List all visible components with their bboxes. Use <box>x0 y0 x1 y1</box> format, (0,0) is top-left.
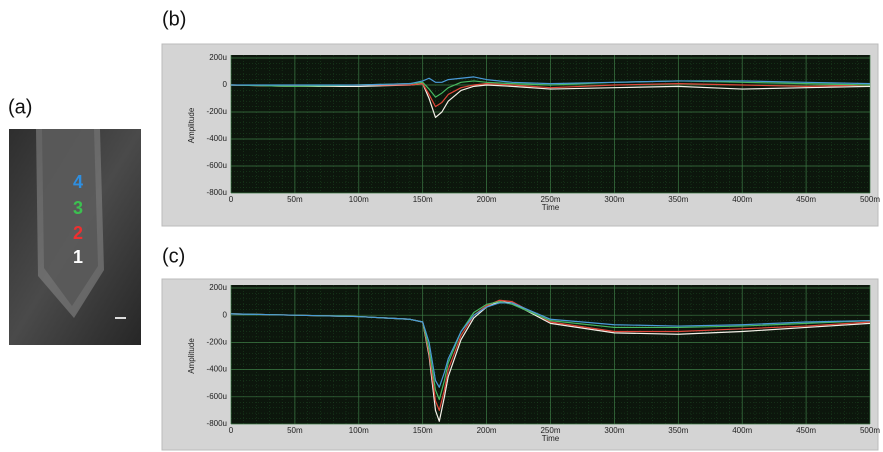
x-tick-label: 400m <box>732 195 752 204</box>
y-tick-label: -800u <box>207 419 227 428</box>
y-tick-label: -600u <box>207 392 227 401</box>
x-tick-label: 50m <box>287 195 303 204</box>
y-tick-label: -400u <box>207 134 227 143</box>
x-tick-label: 350m <box>668 426 688 435</box>
y-tick-label: -200u <box>207 107 227 116</box>
x-tick-label: 200m <box>477 426 497 435</box>
x-axis-label: Time <box>542 434 560 443</box>
x-tick-label: 0 <box>229 195 234 204</box>
y-tick-label: 0 <box>223 80 228 89</box>
x-tick-label: 150m <box>413 426 433 435</box>
y-tick-label: 200u <box>209 53 227 62</box>
x-axis-label: Time <box>542 203 560 212</box>
x-tick-label: 100m <box>349 195 369 204</box>
chart-title: (b) <box>162 8 186 30</box>
y-tick-label: -600u <box>207 161 227 170</box>
x-tick-label: 250m <box>540 195 560 204</box>
y-tick-label: -200u <box>207 338 227 347</box>
y-axis-label: Amplitude <box>187 338 196 374</box>
x-tick-label: 0 <box>229 426 234 435</box>
x-tick-label: 300m <box>604 195 624 204</box>
x-tick-label: 200m <box>477 195 497 204</box>
x-tick-label: 450m <box>796 195 816 204</box>
electrode-label: 3 <box>73 198 83 218</box>
x-tick-label: 50m <box>287 426 303 435</box>
x-tick-label: 450m <box>796 426 816 435</box>
electrode-label: 4 <box>73 172 83 192</box>
micrograph <box>9 129 141 345</box>
x-tick-label: 150m <box>413 195 433 204</box>
chart-title: (c) <box>162 245 185 267</box>
series-line <box>231 76 871 86</box>
series-line <box>230 83 871 108</box>
x-tick-label: 500m <box>860 426 880 435</box>
x-tick-label: 250m <box>540 426 560 435</box>
x-tick-label: 300m <box>604 426 624 435</box>
x-tick-label: 400m <box>732 426 752 435</box>
y-tick-label: 200u <box>209 283 227 292</box>
y-tick-label: -400u <box>207 365 227 374</box>
x-tick-label: 100m <box>349 426 369 435</box>
x-tick-label: 500m <box>860 195 880 204</box>
y-tick-label: -800u <box>207 188 227 197</box>
panel-label: (a) <box>8 96 32 118</box>
series-line <box>230 302 871 388</box>
y-axis-label: Amplitude <box>187 107 196 143</box>
y-tick-label: 0 <box>223 310 228 319</box>
x-tick-label: 350m <box>668 195 688 204</box>
electrode-label: 1 <box>73 247 83 267</box>
electrode-label: 2 <box>73 223 83 243</box>
